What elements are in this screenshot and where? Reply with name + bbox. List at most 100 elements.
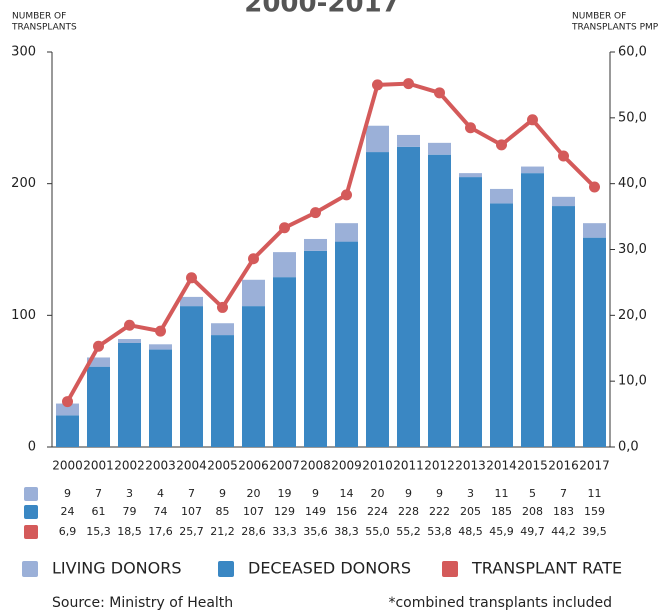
- bar: [428, 154, 451, 447]
- x-tick-label: 2002: [114, 459, 145, 473]
- data-label: 18,5: [117, 525, 142, 538]
- data-label: 7: [188, 487, 195, 500]
- y2-tick-label: 40,0: [618, 176, 647, 191]
- data-label: 24: [61, 505, 75, 518]
- bar: [180, 306, 203, 447]
- bar: [521, 173, 544, 447]
- bar: [149, 349, 172, 447]
- y2-axis-title: NUMBER OF: [572, 12, 626, 22]
- legend-label: DECEASED DONORS: [248, 559, 411, 578]
- data-label: 149: [305, 505, 326, 518]
- point: [558, 150, 569, 162]
- data-label: 5: [529, 487, 536, 500]
- x-tick-label: 2016: [548, 459, 579, 473]
- y-axis-title: NUMBER OF: [12, 12, 66, 22]
- data-label: 107: [181, 505, 202, 518]
- data-label: 9: [312, 487, 319, 500]
- x-tick-label: 2001: [83, 459, 114, 473]
- data-label: 185: [491, 505, 512, 518]
- data-label: 55,2: [396, 525, 421, 538]
- x-tick-label: 2007: [269, 459, 300, 473]
- data-label: 205: [460, 505, 481, 518]
- point: [465, 122, 476, 134]
- bar: [459, 173, 482, 178]
- line: [65, 81, 596, 403]
- data-label: 55,0: [365, 525, 390, 538]
- y2-tick-label: 30,0: [618, 242, 647, 257]
- data-label: 183: [553, 505, 574, 518]
- data-label: 38,3: [334, 525, 359, 538]
- point: [496, 139, 507, 151]
- legend-swatch: [218, 561, 234, 577]
- data-label: 85: [216, 505, 230, 518]
- x-tick-label: 2005: [207, 459, 238, 473]
- x-tick-label: 2003: [145, 459, 176, 473]
- y2-tick-label: 0,0: [618, 440, 639, 455]
- y-axis-title: TRANSPLANTS: [11, 23, 77, 33]
- x-tick-label: 2012: [424, 459, 455, 473]
- bar: [273, 252, 296, 278]
- x-tick-label: 2011: [393, 459, 424, 473]
- bar: [428, 142, 451, 155]
- data-label: 19: [278, 487, 292, 500]
- data-label: 9: [405, 487, 412, 500]
- data-label: 74: [154, 505, 168, 518]
- bar: [304, 238, 327, 251]
- data-label: 49,7: [520, 525, 545, 538]
- data-label: 4: [157, 487, 164, 500]
- point: [403, 78, 414, 90]
- data-label: 14: [340, 487, 354, 500]
- bar: [87, 366, 110, 447]
- x-tick-label: 2010: [362, 459, 393, 473]
- bar: [211, 335, 234, 447]
- y-tick-label: 100: [11, 308, 36, 323]
- bar: [397, 134, 420, 147]
- data-label: 228: [398, 505, 419, 518]
- bar: [552, 196, 575, 207]
- data-label: 44,2: [551, 525, 576, 538]
- legend-label: TRANSPLANT RATE: [471, 559, 622, 578]
- point: [155, 325, 166, 337]
- x-tick-label: 2017: [579, 459, 610, 473]
- data-label: 39,5: [582, 525, 607, 538]
- legend-label: LIVING DONORS: [52, 559, 182, 578]
- data-label: 21,2: [210, 525, 235, 538]
- y2-tick-label: 20,0: [618, 308, 647, 323]
- x-tick-label: 2015: [517, 459, 548, 473]
- bar: [180, 296, 203, 307]
- bar: [242, 279, 265, 307]
- bar: [118, 342, 141, 447]
- data-label: 61: [92, 505, 106, 518]
- bar: [56, 415, 79, 447]
- legend-swatch: [442, 561, 458, 577]
- point: [62, 396, 73, 408]
- data-label: 35,6: [303, 525, 328, 538]
- y-tick-label: 200: [11, 176, 36, 191]
- bar: [56, 403, 79, 416]
- y-tick-label: 0: [28, 440, 36, 455]
- point: [186, 272, 197, 284]
- bar: [490, 188, 513, 204]
- data-label: 3: [126, 487, 133, 500]
- data-label: 9: [436, 487, 443, 500]
- bar: [273, 277, 296, 447]
- point: [248, 253, 259, 265]
- x-tick-label: 2013: [455, 459, 486, 473]
- bar: [583, 237, 606, 447]
- data-label: 9: [64, 487, 71, 500]
- data-label: 222: [429, 505, 450, 518]
- data-label: 48,5: [458, 525, 483, 538]
- data-label: 11: [495, 487, 509, 500]
- bar: [242, 306, 265, 447]
- bar: [304, 250, 327, 447]
- bar: [459, 177, 482, 448]
- point: [372, 79, 383, 91]
- point: [93, 340, 104, 352]
- y2-tick-label: 10,0: [618, 374, 647, 389]
- bar: [335, 241, 358, 447]
- point: [527, 114, 538, 126]
- y-tick-label: 300: [11, 45, 36, 60]
- x-tick-label: 2006: [238, 459, 269, 473]
- x-tick-label: 2014: [486, 459, 517, 473]
